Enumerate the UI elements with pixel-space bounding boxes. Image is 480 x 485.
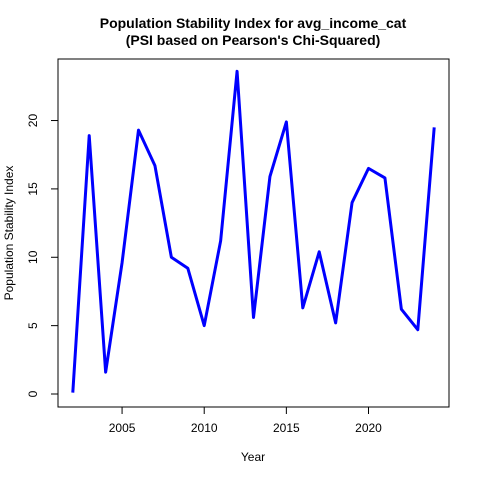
data-point	[319, 251, 320, 252]
data-point	[138, 130, 139, 131]
y-tick-label: 15	[26, 182, 40, 196]
y-tick-label: 5	[26, 322, 40, 329]
x-tick-label: 2010	[191, 421, 218, 435]
data-point	[72, 392, 73, 393]
data-point	[269, 176, 270, 177]
data-point	[122, 262, 123, 263]
data-point	[286, 121, 287, 122]
y-tick-label: 20	[26, 114, 40, 128]
x-tick-label: 2020	[355, 421, 382, 435]
data-point	[401, 309, 402, 310]
x-tick-label: 2005	[109, 421, 136, 435]
chart-title: Population Stability Index for avg_incom…	[100, 15, 407, 31]
y-axis: 0 5 10 15 20	[26, 114, 59, 397]
data-point	[220, 240, 221, 241]
x-axis-label: Year	[241, 450, 265, 464]
data-point	[171, 257, 172, 258]
data-point	[187, 268, 188, 269]
series-line	[71, 69, 436, 393]
y-tick-label: 0	[26, 390, 40, 397]
chart-subtitle: (PSI based on Pearson's Chi-Squared)	[126, 32, 381, 48]
data-point	[154, 165, 155, 166]
data-point	[384, 177, 385, 178]
data-point	[105, 372, 106, 373]
x-axis: 2005 2010 2015 2020	[109, 406, 382, 435]
data-point	[89, 135, 90, 136]
series-layer	[71, 69, 436, 393]
data-point	[253, 317, 254, 318]
data-point	[237, 71, 238, 72]
data-point	[335, 322, 336, 323]
data-point	[204, 325, 205, 326]
y-tick-label: 10	[26, 250, 40, 264]
x-tick-label: 2015	[273, 421, 300, 435]
data-point	[434, 127, 435, 128]
data-point	[417, 329, 418, 330]
data-point	[302, 307, 303, 308]
data-point	[368, 168, 369, 169]
y-axis-label: Population Stability Index	[2, 166, 16, 301]
data-point	[352, 202, 353, 203]
